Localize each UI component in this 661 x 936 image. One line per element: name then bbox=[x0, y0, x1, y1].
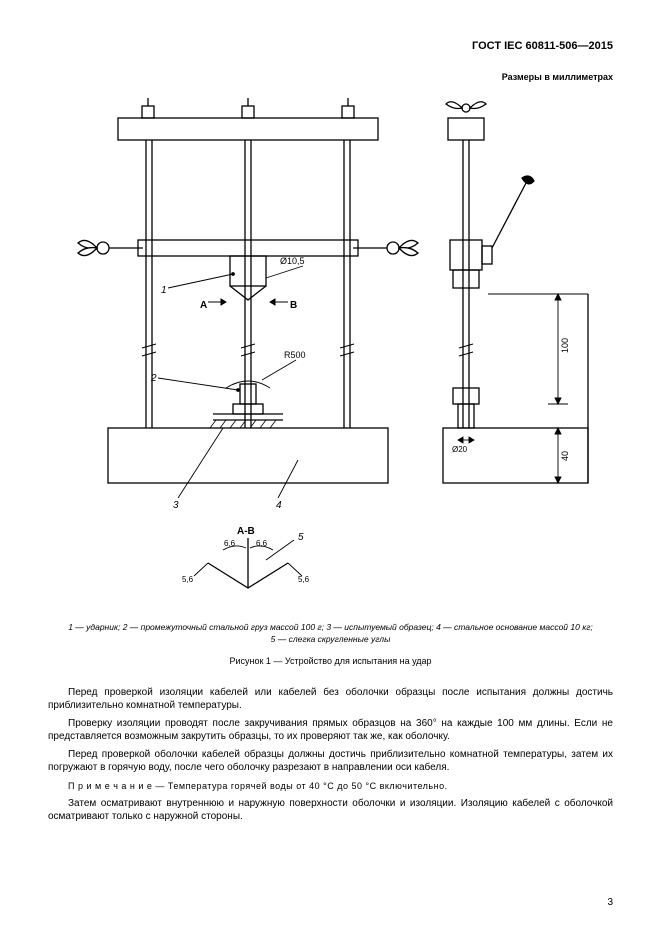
legend-line-1: 1 — ударник; 2 — промежуточный стальной … bbox=[68, 622, 593, 632]
figure-1: 1 2 3 4 5 A B Ø10,5 R500 100 40 Ø20 A-B … bbox=[48, 88, 613, 618]
dim-100: 100 bbox=[560, 338, 570, 353]
callout-2: 2 bbox=[150, 373, 157, 384]
ang-56l: 5,6 bbox=[182, 575, 194, 584]
paragraph-3: Перед проверкой оболочки кабелей образцы… bbox=[48, 748, 613, 775]
ang-56r: 5,6 bbox=[298, 575, 310, 584]
standard-header: ГОСТ IEC 60811-506—2015 bbox=[48, 40, 613, 52]
paragraph-4: Затем осматривают внутреннюю и наружную … bbox=[48, 797, 613, 824]
page: ГОСТ IEC 60811-506—2015 Размеры в миллим… bbox=[0, 0, 661, 936]
front-view bbox=[78, 98, 418, 498]
detail-ab bbox=[194, 538, 302, 588]
paragraph-2: Проверку изоляции проводят после закручи… bbox=[48, 717, 613, 744]
wing-nut-left bbox=[78, 240, 143, 255]
paragraph-1: Перед проверкой изоляции кабелей или каб… bbox=[48, 686, 613, 713]
ang-66r: 6,6 bbox=[256, 539, 268, 548]
dimensions-unit-label: Размеры в миллиметрах bbox=[48, 72, 613, 82]
callout-1: 1 bbox=[161, 285, 167, 296]
dim-d20: Ø20 bbox=[452, 445, 468, 454]
page-number: 3 bbox=[607, 897, 613, 908]
dim-r500: R500 bbox=[284, 350, 306, 360]
label-a: A bbox=[200, 300, 207, 311]
wing-nut-right bbox=[353, 240, 418, 255]
dim-d10-5: Ø10,5 bbox=[280, 256, 305, 266]
side-view bbox=[443, 102, 588, 483]
ang-66l: 6,6 bbox=[224, 539, 236, 548]
body-text: Перед проверкой изоляции кабелей или каб… bbox=[48, 686, 613, 824]
detail-label: A-B bbox=[237, 526, 255, 537]
figure-caption: Рисунок 1 — Устройство для испытания на … bbox=[48, 656, 613, 666]
impact-test-device-diagram: 1 2 3 4 5 A B Ø10,5 R500 100 40 Ø20 A-B … bbox=[48, 88, 613, 618]
callout-4: 4 bbox=[276, 500, 282, 511]
callout-5: 5 bbox=[298, 532, 304, 543]
legend-line-2: 5 — слегка скругленные углы bbox=[271, 634, 391, 644]
label-b: B bbox=[290, 300, 297, 311]
callout-3: 3 bbox=[173, 500, 179, 511]
note: П р и м е ч а н и е — Температура горяче… bbox=[48, 781, 613, 791]
figure-legend: 1 — ударник; 2 — промежуточный стальной … bbox=[48, 622, 613, 646]
dim-40: 40 bbox=[560, 451, 570, 461]
